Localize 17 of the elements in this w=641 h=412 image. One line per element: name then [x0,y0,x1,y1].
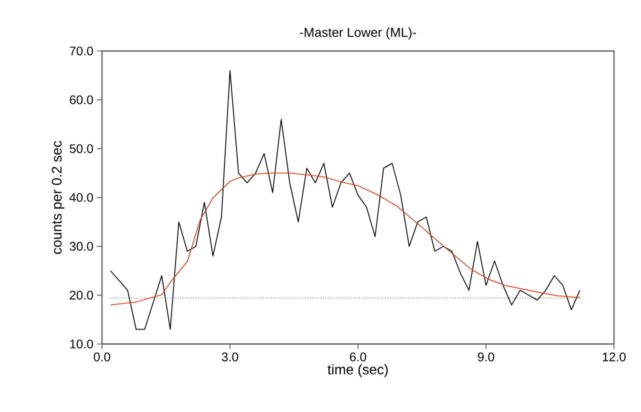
x-axis-title: time (sec) [328,364,388,378]
x-tick-label: 3.0 [222,352,238,362]
y-tick-label: 40.0 [70,193,93,202]
x-tick-label: 6.0 [350,352,366,362]
y-tick-label: 10.0 [70,340,93,348]
x-tick-label: 0.0 [94,352,110,362]
y-tick-label: 50.0 [70,144,93,154]
y-tick-label: 20.0 [70,290,93,300]
x-tick-label: 12.0 [602,352,626,362]
line-series [110,70,580,330]
x-tick-label: 9.0 [478,352,494,362]
line-series [110,172,580,306]
chart-title: -Master Lower (ML)- [300,27,416,40]
y-tick-label: 70.0 [70,46,93,56]
y-axis-title: counts per 0.2 sec [52,140,64,254]
y-tick-label: 60.0 [70,95,93,104]
y-tick-label: 30.0 [70,242,93,251]
